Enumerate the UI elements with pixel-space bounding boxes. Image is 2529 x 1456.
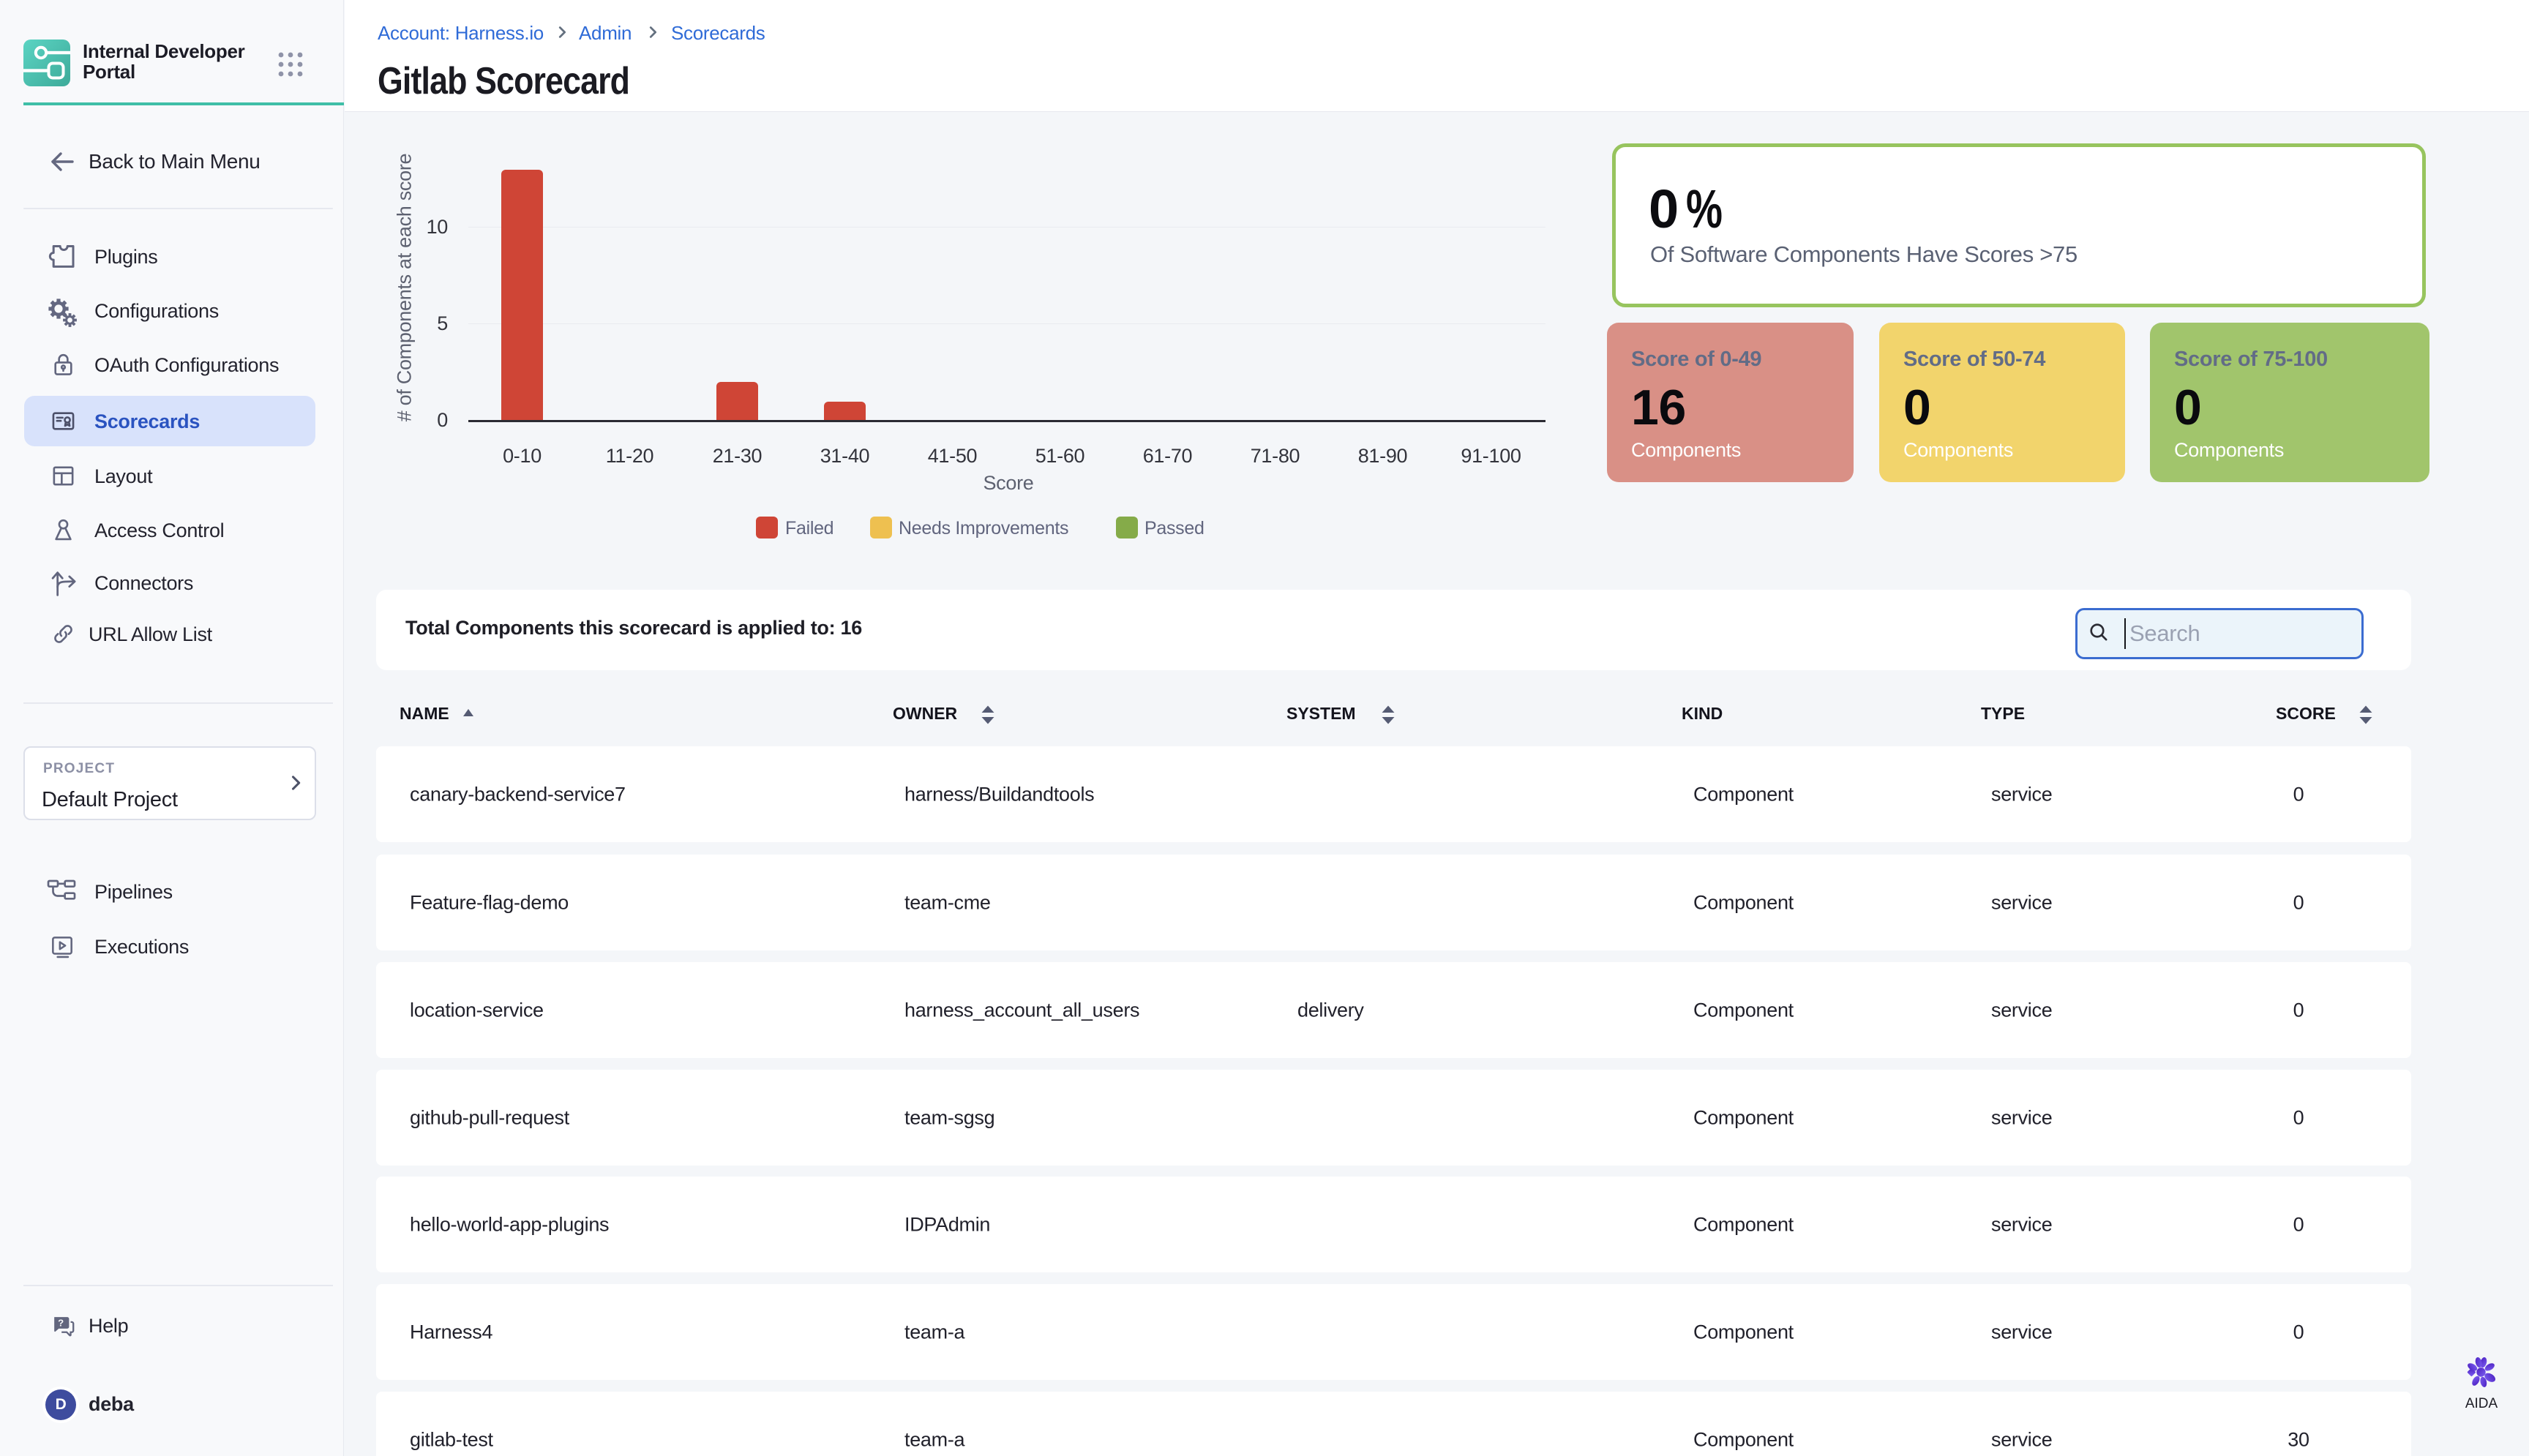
svg-text:?: ? bbox=[58, 1317, 64, 1328]
